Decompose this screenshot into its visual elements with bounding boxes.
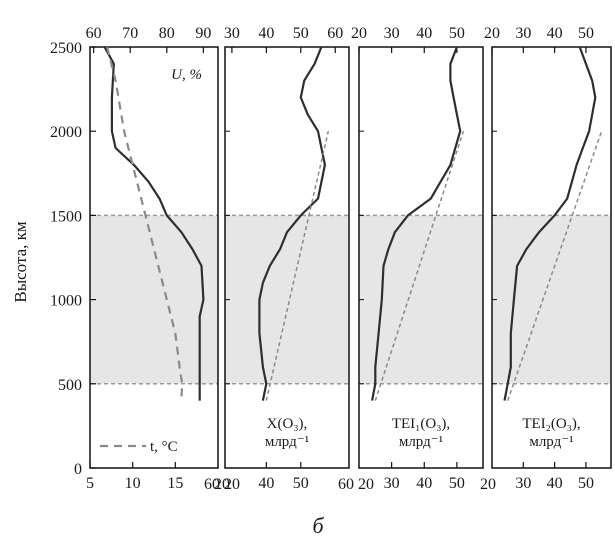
top-tick-label-panel-2-50: 50 [293, 25, 309, 42]
figure-sublabel: б [312, 513, 324, 538]
top-tick-label-panel-1-60: 60 [86, 25, 102, 42]
y-tick-label-0: 0 [74, 461, 82, 478]
shared-tick-label-3-0: 60 20 [338, 476, 374, 493]
shaded-layer-bands [90, 214, 611, 385]
top-tick-label-panel-3-30: 30 [384, 25, 400, 42]
top-tick-label-panel-4-40: 40 [547, 25, 563, 42]
bottom-tick-label-panel-4-40: 40 [547, 475, 563, 492]
top-tick-label-panel-4-20: 20 [484, 25, 500, 42]
series-line-panel-4-2 [506, 130, 603, 401]
bottom-tick-label-panel-1-15: 15 [167, 475, 183, 492]
y-tick-label-2000: 2000 [50, 124, 82, 141]
panel-label-3-line-2: млрд⁻¹ [399, 434, 443, 450]
top-tick-label-panel-1-80: 80 [159, 25, 175, 42]
shared-tick-label-2-1: 60 20 [204, 476, 240, 493]
series-line-panel-2-1 [258, 46, 326, 401]
top-tick-label-panel-4-30: 30 [515, 25, 531, 42]
u-percent-label: U, % [171, 67, 202, 83]
y-tick-label-500: 500 [58, 377, 82, 394]
shared-tick-label-2-0: 20 [214, 476, 230, 493]
bottom-tick-label-panel-2-50: 50 [293, 475, 309, 492]
bottom-tick-label-panel-4-30: 30 [515, 475, 531, 492]
panel-label-3-line-1: TEI₁(O₃), [392, 416, 450, 432]
series-line-panel-1-1 [103, 46, 205, 401]
series-line-panel-4-1 [503, 46, 597, 401]
bottom-tick-label-panel-3-40: 40 [416, 475, 432, 492]
top-tick-label-panel-2-40: 40 [258, 25, 274, 42]
bottom-tick-label-panel-1-5: 5 [86, 475, 94, 492]
panel-frame-3 [358, 46, 484, 469]
panel-label-2-line-1: X(O₃), [267, 416, 308, 432]
bottom-tick-label-panel-4-50: 50 [578, 475, 594, 492]
panel-label-2-line-2: млрд⁻¹ [265, 434, 309, 450]
bottom-tick-label-panel-3-30: 30 [384, 475, 400, 492]
shared-tick-label-4-0: 20 [480, 476, 496, 493]
y-tick-label-2500: 2500 [50, 40, 82, 57]
top-tick-label-panel-3-40: 40 [416, 25, 432, 42]
panel-frame-2 [224, 46, 350, 469]
panel-label-4-line-1: TEI₂(O₃), [522, 416, 580, 432]
top-tick-label-panel-3-20: 20 [351, 25, 367, 42]
top-tick-label-panel-1-90: 90 [195, 25, 211, 42]
shaded-band-panel-1 [90, 215, 218, 384]
top-tick-label-panel-3-50: 50 [449, 25, 465, 42]
y-tick-label-1000: 1000 [50, 293, 82, 310]
chart-marks [103, 46, 603, 401]
y-tick-label-1500: 1500 [50, 208, 82, 225]
shaded-band-panel-3 [359, 215, 483, 384]
series-line-panel-3-2 [374, 130, 465, 401]
bottom-tick-label-panel-2-40: 40 [258, 475, 274, 492]
panel-frame-1 [89, 46, 219, 469]
y-axis-title: Высота, км [11, 221, 30, 303]
top-tick-label-panel-4-50: 50 [578, 25, 594, 42]
shaded-band-panel-2 [225, 215, 349, 384]
top-tick-label-panel-2-60: 60 [327, 25, 343, 42]
t-celsius-label: t, °C [150, 439, 178, 455]
series-line-panel-3-1 [371, 46, 462, 401]
bottom-tick-label-panel-3-50: 50 [449, 475, 465, 492]
panel-frames [89, 46, 612, 469]
panel-label-4-line-2: млрд⁻¹ [529, 434, 573, 450]
bottom-tick-label-panel-1-10: 10 [125, 475, 141, 492]
top-tick-label-panel-2-30: 30 [224, 25, 240, 42]
top-tick-label-panel-1-70: 70 [122, 25, 138, 42]
panel-frame-4 [491, 46, 612, 469]
